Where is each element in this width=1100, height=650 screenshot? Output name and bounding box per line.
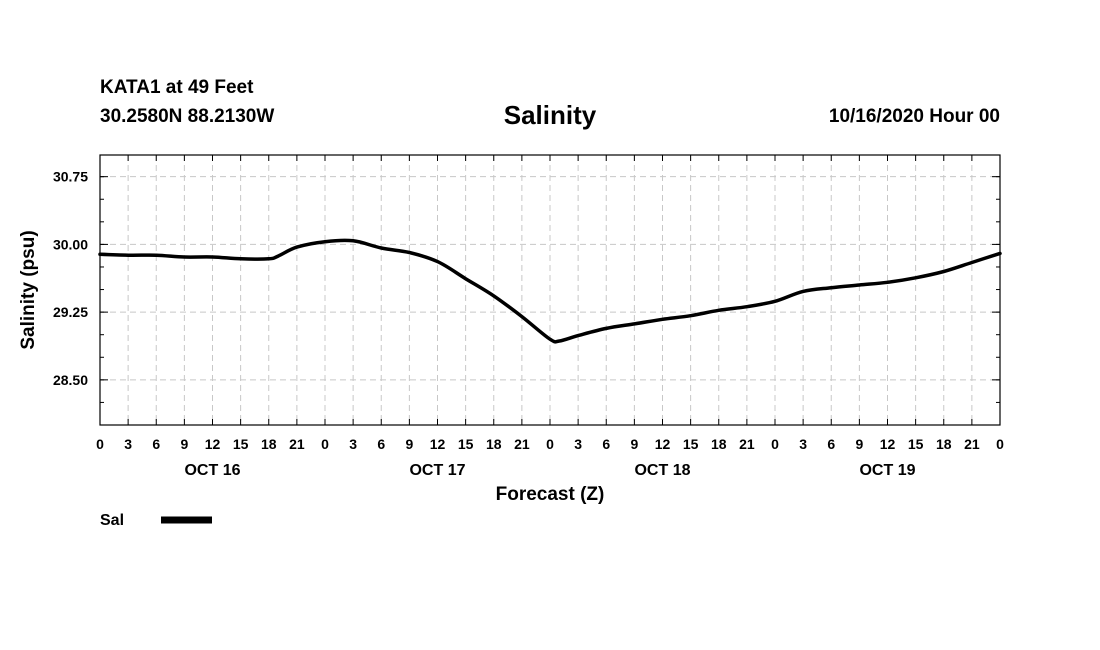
x-tick-label: 9 — [180, 436, 188, 452]
x-tick-label: 6 — [377, 436, 385, 452]
x-tick-label: 21 — [739, 436, 755, 452]
x-tick-label: 18 — [711, 436, 727, 452]
x-axis-label: Forecast (Z) — [496, 484, 605, 505]
x-tick-label: 3 — [124, 436, 132, 452]
x-tick-label: 0 — [996, 436, 1004, 452]
x-tick-label: 6 — [827, 436, 835, 452]
x-tick-label: 0 — [96, 436, 104, 452]
x-tick-label: 15 — [458, 436, 474, 452]
x-axis: 0 3 6 9 12 15 18 21 0 3 6 9 12 15 18 21 0 3 6 9 12 15 18 21 0 3 6 9… — [96, 155, 1004, 452]
x-tick-label: 6 — [602, 436, 610, 452]
day-label: OCT 16 — [184, 462, 240, 479]
y-tick-label: 28.50 — [53, 372, 88, 388]
x-tick-label: 12 — [430, 436, 446, 452]
legend-label: Sal — [100, 512, 124, 529]
x-tick-label: 3 — [574, 436, 582, 452]
x-tick-label: 0 — [771, 436, 779, 452]
chart-title: Salinity — [503, 100, 597, 130]
x-tick-label: 9 — [855, 436, 863, 452]
x-tick-label: 9 — [630, 436, 638, 452]
x-tick-label: 21 — [964, 436, 980, 452]
salinity-series-line — [98, 238, 1002, 344]
x-tick-label: 12 — [205, 436, 221, 452]
x-tick-label: 18 — [936, 436, 952, 452]
x-tick-label: 3 — [799, 436, 807, 452]
x-tick-label: 12 — [655, 436, 671, 452]
y-tick-label: 30.00 — [53, 236, 88, 252]
x-tick-label: 18 — [261, 436, 277, 452]
grid-layer — [100, 155, 1000, 425]
y-tick-label: 29.25 — [53, 304, 88, 320]
x-tick-label: 0 — [546, 436, 554, 452]
station-coordinates: 30.2580N 88.2130W — [100, 106, 275, 127]
x-tick-label: 15 — [683, 436, 699, 452]
x-tick-label: 21 — [289, 436, 305, 452]
day-label: OCT 19 — [859, 462, 915, 479]
y-axis: 28.50 29.25 30.00 30.75 — [53, 169, 1000, 388]
x-tick-label: 3 — [349, 436, 357, 452]
x-tick-label: 0 — [321, 436, 329, 452]
day-label: OCT 17 — [409, 462, 465, 479]
x-tick-label: 15 — [908, 436, 924, 452]
x-tick-label: 18 — [486, 436, 502, 452]
x-tick-label: 12 — [880, 436, 896, 452]
day-label: OCT 18 — [634, 462, 690, 479]
y-tick-label: 30.75 — [53, 169, 88, 185]
station-label: KATA1 at 49 Feet — [100, 77, 254, 98]
x-tick-label: 15 — [233, 436, 249, 452]
y-axis-label: Salinity (psu) — [18, 230, 39, 349]
day-labels: OCT 16 OCT 17 OCT 18 OCT 19 — [184, 462, 915, 479]
x-tick-label: 9 — [405, 436, 413, 452]
x-tick-label: 21 — [514, 436, 530, 452]
x-tick-label: 6 — [152, 436, 160, 452]
forecast-run-time: 10/16/2020 Hour 00 — [828, 106, 1000, 127]
